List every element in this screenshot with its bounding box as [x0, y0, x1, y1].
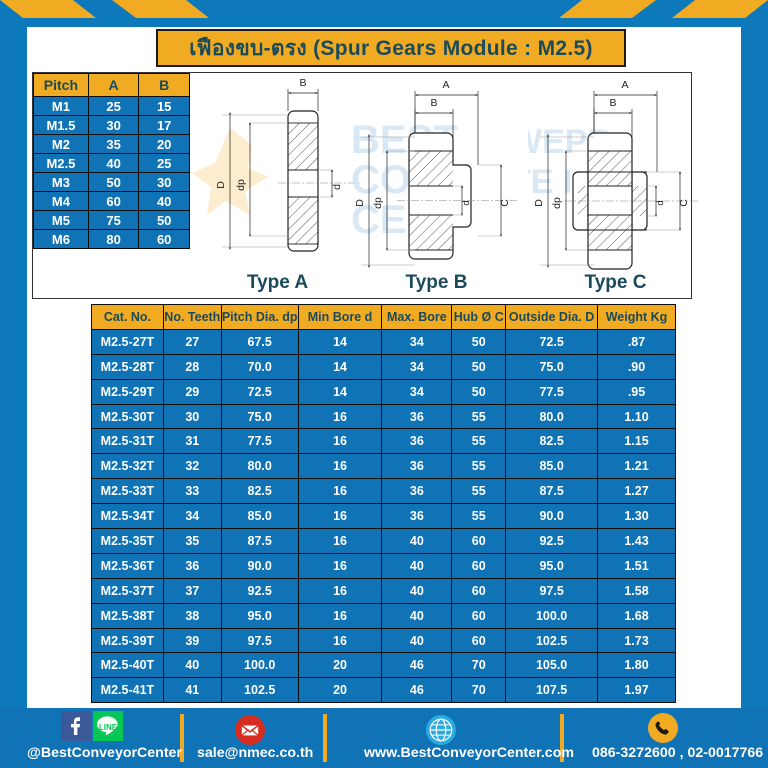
svg-text:dp: dp: [372, 197, 384, 209]
svg-text:C: C: [678, 199, 690, 207]
svg-text:dp: dp: [551, 197, 563, 209]
svg-text:dp: dp: [235, 179, 247, 191]
svg-text:B: B: [609, 97, 616, 109]
svg-text:d: d: [461, 200, 472, 205]
svg-text:D: D: [215, 181, 227, 189]
svg-text:D: D: [533, 199, 545, 207]
svg-text:d: d: [331, 184, 343, 190]
svg-text:D: D: [354, 199, 366, 207]
svg-text:B: B: [299, 77, 306, 89]
svg-text:C: C: [499, 199, 511, 207]
svg-text:A: A: [442, 79, 449, 91]
svg-text:B: B: [430, 97, 437, 109]
svg-text:A: A: [621, 79, 628, 91]
svg-text:LINE: LINE: [99, 723, 118, 732]
svg-text:d: d: [655, 200, 666, 205]
